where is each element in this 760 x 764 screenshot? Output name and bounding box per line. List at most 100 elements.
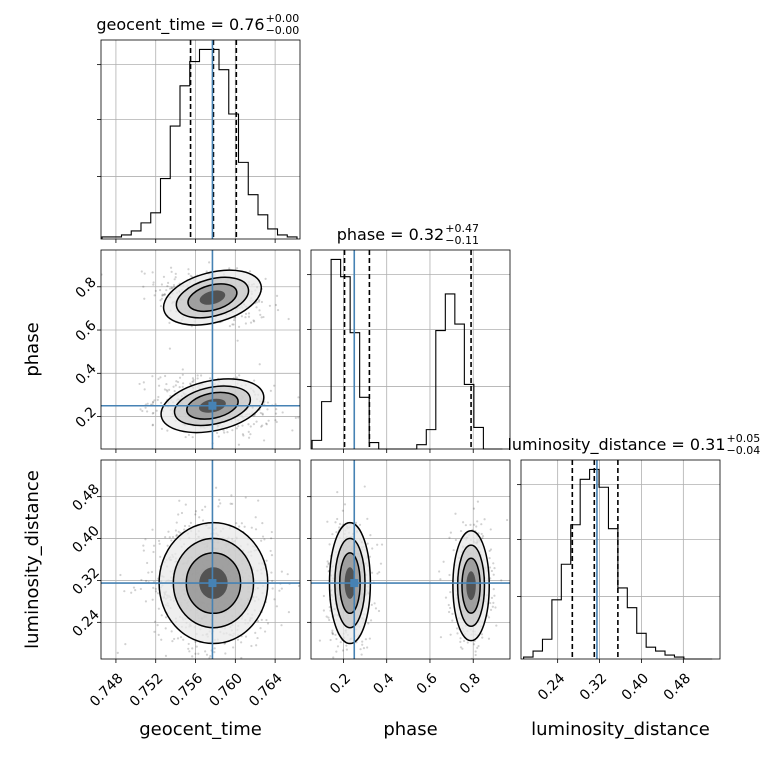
scatter-point xyxy=(338,526,341,529)
scatter-point xyxy=(187,642,190,646)
scatter-point xyxy=(261,424,264,427)
scatter-point xyxy=(237,325,241,328)
scatter-point xyxy=(362,647,366,650)
y-tick-label: 0.8 xyxy=(73,274,100,301)
scatter-point xyxy=(163,293,166,296)
scatter-point xyxy=(318,639,322,642)
scatter-point xyxy=(338,522,342,526)
scatter-point xyxy=(308,568,310,570)
scatter-point xyxy=(274,303,278,307)
scatter-point xyxy=(187,268,190,271)
scatter-point xyxy=(143,272,146,275)
scatter-point xyxy=(265,618,268,622)
scatter-point xyxy=(199,660,201,662)
scatter-point xyxy=(459,646,463,649)
scatter-point xyxy=(475,525,478,528)
scatter-point xyxy=(199,374,203,377)
x-tick-label: 0.32 xyxy=(577,670,610,703)
scatter-point xyxy=(369,619,373,622)
scatter-point xyxy=(260,300,264,304)
scatter-point xyxy=(139,587,142,591)
scatter-point xyxy=(215,486,218,489)
scatter-point xyxy=(256,636,259,640)
scatter-point xyxy=(332,656,335,659)
scatter-point xyxy=(146,402,149,405)
scatter-point xyxy=(370,571,374,574)
scatter-point xyxy=(218,498,221,501)
scatter-point xyxy=(263,538,266,541)
scatter-point xyxy=(438,570,441,573)
scatter-point xyxy=(174,276,177,279)
truth-marker xyxy=(350,579,359,588)
scatter-point xyxy=(297,584,300,587)
histogram-panel-luminosity_distance xyxy=(517,460,720,663)
scatter-point xyxy=(258,299,261,302)
truth-marker xyxy=(208,579,217,588)
scatter-point xyxy=(235,427,238,430)
scatter-point xyxy=(175,521,178,524)
scatter-point xyxy=(192,378,195,381)
scatter-point xyxy=(253,379,256,382)
scatter-point xyxy=(151,598,154,601)
scatter-point xyxy=(178,376,182,379)
scatter-point xyxy=(351,660,353,662)
scatter-point xyxy=(164,616,168,619)
scatter-point xyxy=(204,650,207,653)
scatter-point xyxy=(451,619,454,622)
scatter-point xyxy=(183,524,187,528)
scatter-point xyxy=(363,670,365,672)
scatter-point xyxy=(233,318,236,322)
x-tick-label: 0.756 xyxy=(167,670,207,710)
scatter-point xyxy=(189,383,193,386)
density-contour xyxy=(175,276,250,319)
scatter-point xyxy=(345,648,349,651)
scatter-point xyxy=(142,549,145,552)
scatter-point xyxy=(232,646,235,649)
scatter-point xyxy=(119,573,122,577)
scatter-point xyxy=(481,535,485,538)
scatter-point xyxy=(154,587,157,591)
scatter-point xyxy=(269,389,272,392)
scatter-point xyxy=(291,429,294,432)
scatter-point xyxy=(368,555,372,558)
scatter-point xyxy=(256,620,260,623)
scatter-point xyxy=(462,639,466,643)
scatter-point xyxy=(335,650,338,653)
scatter-point xyxy=(449,606,452,610)
scatter-point xyxy=(213,647,216,650)
scatter-point xyxy=(182,382,185,385)
y-tick-label: 0.48 xyxy=(70,481,103,514)
density-contour xyxy=(456,544,486,628)
scatter-point xyxy=(240,315,243,318)
density-contour xyxy=(187,283,238,313)
scatter-point xyxy=(262,439,266,442)
scatter-point xyxy=(474,650,477,653)
x-tick-label: 0.760 xyxy=(206,670,246,710)
scatter-point xyxy=(161,293,164,296)
scatter-point xyxy=(187,433,191,437)
density-content xyxy=(101,460,310,662)
y-tick-label: 0.24 xyxy=(70,607,103,640)
scatter-point xyxy=(329,638,332,642)
scatter-point xyxy=(255,301,258,304)
scatter-point xyxy=(197,652,200,655)
scatter-point xyxy=(168,536,171,539)
scatter-point xyxy=(153,294,156,297)
scatter-point xyxy=(223,431,226,434)
scatter-point xyxy=(160,427,164,430)
scatter-point xyxy=(449,531,452,534)
scatter-point xyxy=(361,640,364,643)
scatter-point xyxy=(191,655,194,658)
scatter-point xyxy=(477,644,480,648)
truth-marker xyxy=(208,401,217,410)
scatter-point xyxy=(489,601,492,605)
x-tick-label: 0.6 xyxy=(414,670,441,697)
scatter-point xyxy=(490,596,494,599)
title-text: luminosity_distance = 0.31 xyxy=(507,435,725,455)
scatter-point xyxy=(184,435,187,439)
x-tick-label: 0.752 xyxy=(127,670,167,710)
scatter-point xyxy=(189,274,192,277)
x-tick-label: 0.764 xyxy=(246,670,286,710)
scatter-point xyxy=(331,633,335,636)
scatter-point xyxy=(235,267,239,270)
